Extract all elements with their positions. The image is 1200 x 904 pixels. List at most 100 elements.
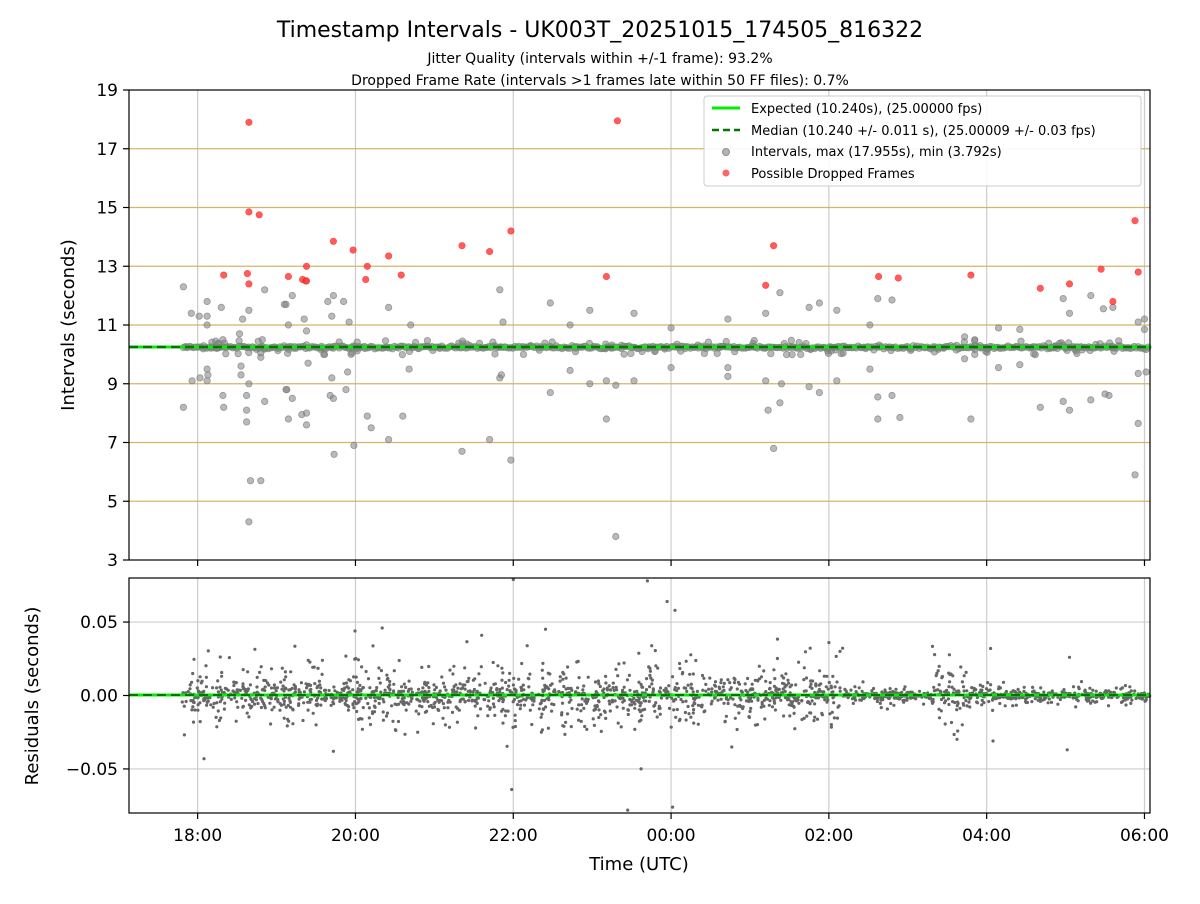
residual-point [834, 654, 838, 659]
residual-point [642, 699, 646, 703]
interval-point [339, 297, 348, 306]
residual-point [316, 696, 320, 700]
residuals-y-ticks: −0.05 0.00 0.05 [66, 613, 129, 780]
residual-point [830, 690, 834, 695]
residual-point [828, 712, 832, 716]
residual-point [546, 671, 550, 675]
interval-point [1017, 337, 1025, 345]
residual-point [275, 686, 279, 690]
residual-point [190, 708, 194, 712]
residual-point [922, 702, 926, 706]
residual-point [479, 665, 483, 669]
residual-point [463, 683, 467, 687]
residual-point [813, 715, 817, 719]
residual-point [787, 697, 791, 702]
x-axis-label: Time (UTC) [588, 854, 689, 875]
residual-point [385, 711, 390, 715]
residual-point [860, 689, 864, 693]
residual-point [287, 688, 291, 692]
dropped-frame-point [486, 248, 494, 256]
residual-point [835, 716, 840, 720]
residual-point [569, 725, 573, 729]
residual-point [1042, 690, 1046, 694]
residual-point [1106, 704, 1111, 708]
residual-point [184, 699, 188, 704]
interval-point [724, 363, 732, 372]
residual-point [195, 686, 199, 690]
residual-point [671, 805, 675, 809]
residual-point [323, 699, 327, 703]
residual-point [691, 672, 695, 676]
interval-point [405, 365, 413, 373]
residual-point [426, 681, 430, 685]
interval-point [1110, 347, 1118, 355]
residual-point [441, 716, 445, 720]
residual-point [596, 679, 601, 683]
residual-point [892, 703, 896, 707]
residual-point [352, 675, 356, 679]
interval-point [203, 377, 211, 385]
interval-point [222, 350, 230, 358]
residual-point [878, 701, 882, 706]
residual-point [525, 696, 529, 700]
residual-point [721, 685, 725, 689]
residual-point [216, 690, 220, 694]
residual-point [361, 686, 365, 690]
residual-point [1009, 690, 1013, 695]
residual-point [592, 723, 597, 728]
residual-point [301, 718, 305, 723]
residual-point [591, 717, 595, 721]
residual-point [935, 671, 939, 675]
residual-point [732, 676, 736, 680]
residual-point [611, 686, 615, 690]
interval-point [667, 324, 675, 332]
residual-point [710, 687, 714, 691]
residual-point [857, 686, 861, 690]
residual-point [443, 723, 447, 727]
legend-dropped-label: Possible Dropped Frames [751, 167, 915, 182]
residual-point [968, 705, 972, 709]
residual-point [437, 708, 441, 713]
interval-point [815, 299, 824, 307]
residual-point [241, 668, 245, 672]
residual-point [700, 705, 704, 709]
interval-point [874, 294, 882, 303]
residual-point [1014, 703, 1018, 707]
residual-point [902, 698, 907, 702]
residual-point [598, 684, 602, 689]
interval-point [586, 380, 594, 388]
interval-point [586, 306, 594, 314]
residual-point [637, 708, 641, 712]
residual-point [638, 704, 642, 708]
residual-point [824, 685, 828, 689]
interval-point [245, 518, 253, 526]
intervals-y-tick-label: 15 [96, 199, 118, 219]
residual-point [940, 675, 944, 679]
residual-point [970, 686, 974, 690]
residual-point [937, 683, 941, 687]
residual-point [1089, 701, 1093, 705]
residual-point [704, 682, 708, 687]
residual-point [810, 699, 814, 703]
residual-point [604, 716, 608, 721]
residual-point [695, 689, 700, 694]
residual-point [511, 577, 515, 582]
residual-point [518, 707, 522, 711]
residual-point [792, 711, 796, 716]
residual-point [634, 698, 638, 702]
residual-point [630, 699, 634, 704]
residual-point [942, 701, 947, 705]
residual-point [597, 715, 601, 720]
interval-point [767, 350, 775, 358]
intervals-panel: 3 5 7 9 11 13 15 17 19 Intervals (seconds) Expec… [58, 81, 1152, 571]
residual-point [278, 702, 282, 706]
residual-point [1091, 688, 1095, 692]
residual-point [639, 682, 643, 687]
residual-point [691, 711, 695, 715]
residual-point [244, 698, 248, 703]
residual-point [744, 699, 749, 703]
dropped-frame-point [245, 118, 253, 126]
residual-point [306, 708, 310, 712]
residual-point [379, 690, 383, 694]
residual-point [967, 700, 971, 704]
